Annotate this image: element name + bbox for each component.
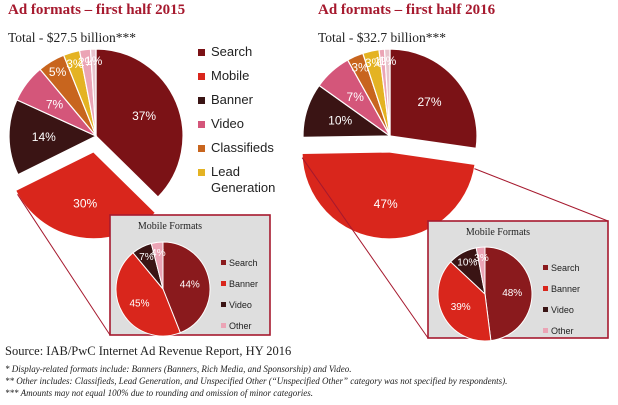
legend-swatch-lead-generation xyxy=(198,169,205,176)
inset-legend-swatch-2016-other xyxy=(543,328,548,333)
pie-slice-2015-banner xyxy=(8,99,98,176)
inset-legend-swatch-2015-banner xyxy=(221,281,226,286)
legend-swatch-classifieds xyxy=(198,145,205,152)
legend-label-generation: Generation xyxy=(211,180,275,195)
pie-slice-2016-mobile xyxy=(301,151,476,240)
pie-label-2016-banner: 10% xyxy=(328,114,352,128)
pie-label-2015-lead-generation: 3% xyxy=(66,57,84,71)
pie-label-2015-search: 37% xyxy=(132,109,156,123)
inset-label-2015-search: 44% xyxy=(180,279,200,290)
total-2016: Total - $32.7 billion*** xyxy=(318,30,447,45)
inset-slice-2015-other xyxy=(150,241,164,290)
legend-label-classifieds: Classifieds xyxy=(211,140,274,155)
pie-label-2016-unspecified: 1% xyxy=(379,54,397,68)
inset-legend-label-2016-banner: Banner xyxy=(551,284,580,294)
legend-label-mobile: Mobile xyxy=(211,68,249,83)
inset-slice-2016-other xyxy=(475,246,486,295)
mobile-formats-title-2016: Mobile Formats xyxy=(466,227,530,238)
pie-charts: 37%30%14%7%5%3%2%1%Mobile Formats44%45%7… xyxy=(8,44,609,342)
inset-label-2015-other: 4% xyxy=(151,248,166,259)
legend-swatch-banner xyxy=(198,97,205,104)
pie-slice-2015-unspecified xyxy=(89,48,97,137)
inset-label-2016-video: 10% xyxy=(457,257,477,268)
footnote-3: *** Amounts may not equal 100% due to ro… xyxy=(5,388,313,398)
inset-legend-label-2015-search: Search xyxy=(229,258,258,268)
footnote-2: ** Other includes: Classifieds, Lead Gen… xyxy=(5,376,508,386)
inset-label-2016-search: 48% xyxy=(502,288,522,299)
pie-slice-2016-unspecified xyxy=(383,48,391,137)
total-2015: Total - $27.5 billion*** xyxy=(8,30,137,45)
inset-legend-label-2016-video: Video xyxy=(551,305,574,315)
inset-legend-label-2015-video: Video xyxy=(229,300,252,310)
mobile-formats-title-2015: Mobile Formats xyxy=(138,221,202,232)
legend-label-lead: Lead xyxy=(211,164,240,179)
pie-label-2015-video: 7% xyxy=(46,97,64,111)
pie-label-2015-unspecified: 1% xyxy=(85,54,103,68)
pie-label-2016-mobile: 47% xyxy=(374,197,398,211)
inset-legend-label-2016-other: Other xyxy=(551,326,574,336)
inset-label-2016-banner: 39% xyxy=(451,302,471,313)
inset-legend-swatch-2016-search xyxy=(543,265,548,270)
connector-line-2015-left xyxy=(17,194,111,336)
inset-legend-swatch-2015-search xyxy=(221,260,226,265)
legend-swatch-video xyxy=(198,121,205,128)
pie-label-2015-banner: 14% xyxy=(32,130,56,144)
inset-slice-2015-banner xyxy=(115,252,181,337)
inset-legend-swatch-2015-other xyxy=(221,323,226,328)
inset-legend-swatch-2016-banner xyxy=(543,286,548,291)
pie-label-2016-search: 27% xyxy=(417,95,441,109)
inset-slice-2015-search xyxy=(162,241,211,334)
inset-slice-2016-banner xyxy=(437,261,492,342)
footnote-1: * Display-related formats include: Banne… xyxy=(5,364,352,374)
inset-label-2015-video: 7% xyxy=(139,252,154,263)
legend-swatch-mobile xyxy=(198,73,205,80)
chart-title-2016: Ad formats – first half 2016 xyxy=(318,2,496,18)
pie-label-2016-classifieds: 3% xyxy=(351,61,369,75)
inset-legend-swatch-2016-video xyxy=(543,307,548,312)
legend-swatch-search xyxy=(198,49,205,56)
pie-slice-2015-search xyxy=(95,48,184,198)
inset-legend-label-2016-search: Search xyxy=(551,263,580,273)
pie-label-2015-classifieds: 5% xyxy=(49,65,67,79)
pie-label-2016-lead-generation: 3% xyxy=(365,56,383,70)
inset-slice-2016-search xyxy=(484,246,533,342)
inset-label-2015-banner: 45% xyxy=(129,298,149,309)
legend-label-banner: Banner xyxy=(211,92,254,107)
inset-label-2016-other: 3% xyxy=(474,253,489,264)
source-note: Source: IAB/PwC Internet Ad Revenue Repo… xyxy=(5,344,292,358)
inset-legend-label-2015-other: Other xyxy=(229,321,252,331)
pie-slice-2016-search xyxy=(389,48,478,150)
inset-legend-label-2015-banner: Banner xyxy=(229,279,258,289)
legend-label-search: Search xyxy=(211,44,252,59)
inset-legend-swatch-2015-video xyxy=(221,302,226,307)
legend-label-video: Video xyxy=(211,116,244,131)
connector-line-2016-left xyxy=(301,157,429,339)
pie-label-2016-video: 7% xyxy=(347,90,365,104)
chart-title-2015: Ad formats – first half 2015 xyxy=(8,2,186,18)
connector-line-2016-right xyxy=(474,168,609,222)
pie-label-2015-mobile: 30% xyxy=(73,196,97,210)
